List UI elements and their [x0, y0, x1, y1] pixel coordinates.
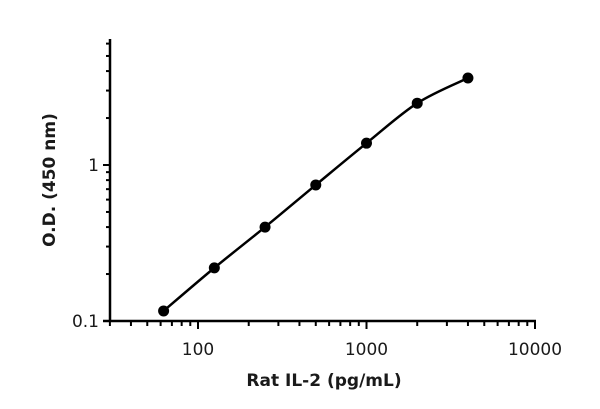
y-tick-label: 1	[88, 156, 99, 176]
x-tick-label: 100	[182, 340, 214, 360]
data-point	[462, 72, 474, 84]
y-tick-label: 0.1	[72, 312, 99, 332]
data-points	[158, 72, 474, 317]
data-point	[411, 97, 423, 109]
data-point	[310, 179, 322, 191]
data-point	[158, 305, 170, 317]
x-axis-tick-labels: 100 1000 10000	[182, 340, 562, 360]
x-axis-title: Rat IL-2 (pg/mL)	[246, 371, 401, 391]
data-point	[259, 221, 271, 233]
fit-curve	[162, 76, 469, 312]
data-point	[208, 262, 220, 274]
y-axis-ticks	[103, 42, 110, 322]
y-axis-title: O.D. (450 nm)	[40, 113, 60, 247]
x-tick-label: 1000	[345, 340, 388, 360]
data-point	[361, 137, 372, 149]
x-axis-ticks	[108, 321, 536, 329]
x-tick-label: 10000	[508, 340, 562, 360]
y-axis-tick-labels: 0.11	[72, 156, 99, 332]
